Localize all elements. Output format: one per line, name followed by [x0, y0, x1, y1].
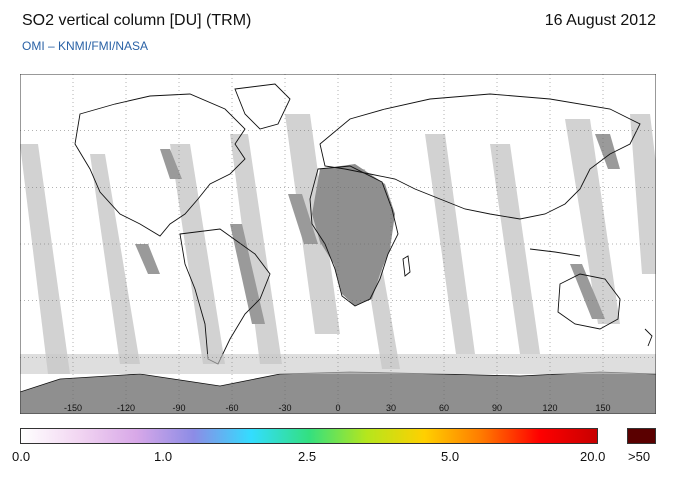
bottom-longitude-label: -90 — [172, 403, 185, 413]
bottom-longitude-label: -150 — [64, 403, 82, 413]
africa-dark-swath — [312, 164, 395, 306]
bottom-longitude-label: 30 — [386, 403, 396, 413]
graticule — [20, 74, 656, 414]
bottom-longitude-label: -30 — [278, 403, 291, 413]
bottom-longitude-label: -60 — [225, 403, 238, 413]
bottom-longitude-label: 150 — [595, 403, 610, 413]
bottom-longitude-label: 90 — [492, 403, 502, 413]
colorbar-label-4: 20.0 — [580, 449, 606, 464]
bottom-longitude-label: 0 — [335, 403, 340, 413]
credit-line: OMI – KNMI/FMI/NASA — [22, 39, 149, 53]
colorbar — [20, 428, 598, 444]
map-title: SO2 vertical column [DU] (TRM) — [22, 12, 252, 29]
colorbar-label-1: 1.0 — [154, 449, 173, 464]
colorbar-label-3: 5.0 — [441, 449, 460, 464]
colorbar-overflow-box — [627, 428, 656, 444]
swath-dark-bands — [135, 134, 620, 324]
colorbar-label-2: 2.5 — [298, 449, 317, 464]
bottom-longitude-label: 60 — [439, 403, 449, 413]
colorbar-label-0: 0.0 — [12, 449, 31, 464]
bottom-longitude-label: -120 — [117, 403, 135, 413]
orbit-swaths — [20, 114, 656, 374]
bottom-longitude-label: 120 — [542, 403, 557, 413]
colorbar-overflow-label: >50 — [628, 449, 651, 464]
map-date: 16 August 2012 — [544, 12, 656, 29]
